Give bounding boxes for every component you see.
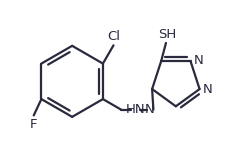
Text: N: N — [203, 83, 213, 96]
Text: Cl: Cl — [108, 30, 121, 43]
Text: N: N — [194, 54, 204, 67]
Text: HN: HN — [126, 103, 145, 116]
Text: SH: SH — [158, 28, 176, 41]
Text: F: F — [30, 118, 37, 131]
Text: N: N — [145, 103, 155, 116]
